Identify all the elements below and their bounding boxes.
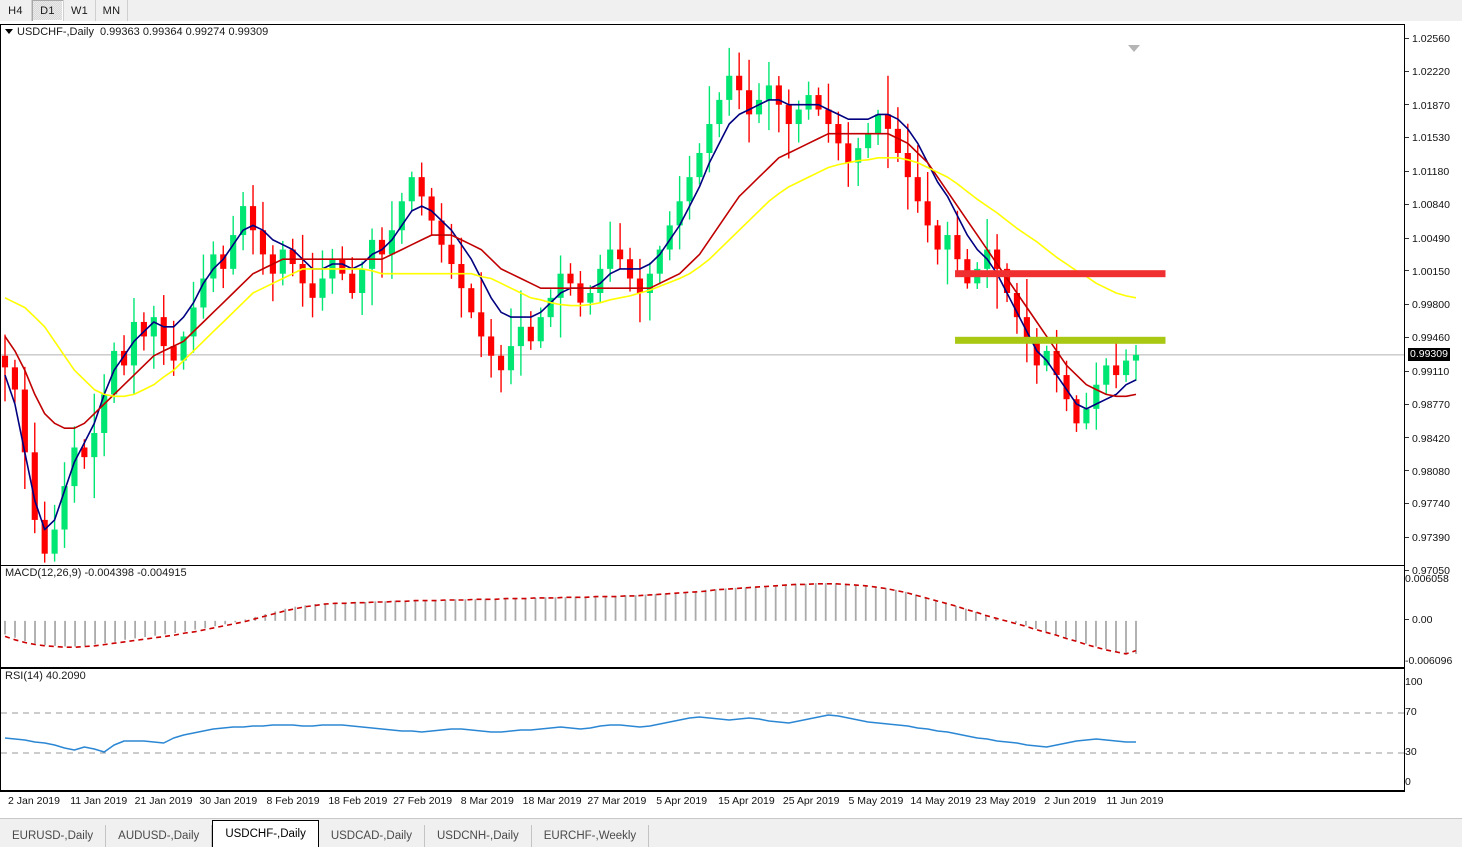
rsi-plot: [1, 712, 1404, 754]
price-tick: 0.99800: [1405, 300, 1450, 311]
price-tick: 1.00150: [1405, 265, 1450, 278]
rsi-tick: 70: [1405, 707, 1417, 718]
current-price-badge: 0.99309: [1408, 347, 1450, 361]
price-tick-label: 0.99110: [1412, 366, 1450, 379]
date-tick-label: 25 Apr 2019: [782, 795, 840, 807]
macd-tick-label: 0.00: [1412, 613, 1433, 626]
date-tick-label: 21 Jan 2019: [134, 795, 193, 807]
price-tick-label: 0.97740: [1412, 498, 1450, 511]
macd-tick: -0.006096: [1405, 656, 1452, 667]
price-tick: 0.99110: [1405, 367, 1449, 378]
toolbar-empty-area: [128, 0, 1462, 21]
price-tick-label: 1.01180: [1412, 166, 1450, 179]
date-tick-label: 18 Mar 2019: [522, 795, 582, 807]
chart-tab-eurusd[interactable]: EURUSD-,Daily: [0, 825, 107, 847]
rsi-panel[interactable]: RSI(14) 40.2090: [0, 668, 1405, 791]
date-tick-label: 8 Feb 2019: [266, 795, 320, 807]
collapse-caret-icon[interactable]: [5, 28, 13, 34]
price-tick-label: 0.98770: [1412, 398, 1450, 411]
chart-tab-audusd[interactable]: AUDUSD-,Daily: [106, 825, 213, 847]
chart-tab-usdchf[interactable]: USDCHF-,Daily: [212, 820, 319, 847]
price-tick-label: 0.97050: [1412, 565, 1450, 577]
macd-tick-label: -0.006096: [1405, 655, 1453, 667]
price-tick: 1.00840: [1405, 200, 1450, 211]
price-tick: 1.00490: [1405, 234, 1450, 245]
price-tick: 0.99460: [1405, 333, 1450, 344]
date-tick-label: 27 Mar 2019: [587, 795, 647, 807]
price-tick-label: 0.97390: [1412, 532, 1450, 545]
price-tick: 1.02560: [1405, 34, 1450, 45]
rsi-tick-label: 0: [1405, 776, 1411, 788]
rsi-tick: 100: [1405, 677, 1423, 688]
price-tick-label: 1.01870: [1412, 99, 1450, 112]
price-panel-header: USDCHF-,Daily 0.99363 0.99364 0.99274 0.9…: [5, 26, 268, 38]
price-tick: 0.98770: [1405, 400, 1450, 411]
timeframe-button-w1[interactable]: W1: [64, 0, 96, 21]
rsi-tick-label: 100: [1405, 676, 1423, 688]
timeframe-toolbar: H4 D1 W1 MN: [0, 0, 1462, 22]
date-tick-label: 8 Mar 2019: [460, 795, 514, 807]
price-axis[interactable]: 1.02560 1.02220 1.01870 1.01530 1.01180 1.008…: [1405, 24, 1462, 584]
date-tick-label: 27 Feb 2019: [393, 795, 453, 807]
price-tick-label: 0.98080: [1412, 465, 1450, 478]
symbol-label: USDCHF-,Daily: [17, 26, 94, 38]
date-tick-label: 14 May 2019: [910, 795, 972, 807]
price-tick-label: 0.99800: [1412, 299, 1450, 312]
ohlc-values: 0.99363 0.99364 0.99274 0.99309: [100, 26, 269, 38]
date-tick-label: 11 Jan 2019: [70, 795, 128, 807]
date-tick-label: 30 Jan 2019: [199, 795, 258, 807]
chart-tab-usdcnh[interactable]: USDCNH-,Daily: [425, 825, 532, 847]
rsi-tick: 0: [1405, 777, 1411, 788]
price-chart-panel[interactable]: USDCHF-,Daily 0.99363 0.99364 0.99274 0.9…: [0, 24, 1405, 584]
timeframe-button-h4[interactable]: H4: [0, 0, 32, 21]
price-tick-label: 0.99460: [1412, 332, 1450, 345]
chart-tab-usdcad[interactable]: USDCAD-,Daily: [319, 825, 425, 847]
price-tick-label: 1.00840: [1412, 199, 1450, 212]
price-tick-label: 1.00150: [1412, 265, 1450, 278]
rsi-tick-label: 30: [1405, 746, 1417, 758]
rsi-axis: 100 70 30 0: [1405, 668, 1462, 791]
price-tick: 1.01180: [1405, 167, 1449, 178]
chart-tab-eurchf[interactable]: EURCHF-,Weekly: [532, 825, 650, 847]
price-plot: [1, 47, 1404, 563]
macd-tick-label: 0.006058: [1405, 573, 1449, 585]
date-tick-label: 11 Jun 2019: [1106, 795, 1164, 807]
price-tick: 0.97390: [1405, 533, 1450, 544]
price-tick: 0.98420: [1405, 432, 1450, 445]
macd-label: MACD(12,26,9) -0.004398 -0.004915: [5, 567, 187, 579]
date-tick-label: 5 May 2019: [848, 795, 904, 807]
date-tick-label: 18 Feb 2019: [328, 795, 388, 807]
date-tick-label: 15 Apr 2019: [718, 795, 775, 807]
rsi-label: RSI(14) 40.2090: [5, 670, 86, 682]
price-tick-label: 1.02560: [1412, 33, 1450, 45]
price-tick: 0.97050: [1405, 566, 1450, 577]
date-tick-label: 23 May 2019: [975, 795, 1036, 807]
timeframe-button-mn[interactable]: MN: [96, 0, 128, 21]
price-tick-label: 1.00490: [1412, 232, 1450, 245]
rsi-tick: 30: [1405, 747, 1417, 758]
macd-plot: [4, 583, 1137, 655]
chart-area: USDCHF-,Daily 0.99363 0.99364 0.99274 0.9…: [0, 21, 1462, 818]
price-tick-label: 1.01530: [1412, 132, 1450, 145]
price-tick: 1.01870: [1405, 99, 1450, 112]
timeframe-button-d1[interactable]: D1: [32, 0, 64, 21]
price-tick: 0.98080: [1405, 465, 1450, 478]
macd-panel[interactable]: MACD(12,26,9) -0.004398 -0.004915: [0, 565, 1405, 668]
price-tick: 0.97740: [1405, 499, 1450, 510]
price-tick-label: 0.98420: [1412, 432, 1450, 445]
macd-axis: 0.006058 0.00 -0.006096: [1405, 565, 1462, 668]
date-axis[interactable]: 2 Jan 2019 11 Jan 2019 21 Jan 2019 30 Jan 2…: [0, 791, 1405, 814]
scroll-marker-icon: [1128, 45, 1140, 52]
price-tick: 1.02220: [1405, 67, 1450, 78]
price-tick-label: 1.02220: [1412, 65, 1450, 78]
rsi-tick-label: 70: [1405, 706, 1417, 718]
date-tick-label: 2 Jan 2019: [8, 795, 60, 807]
macd-tick: 0.006058: [1405, 574, 1449, 585]
price-tick: 1.01530: [1405, 133, 1450, 144]
chart-tab-strip: EURUSD-,Daily AUDUSD-,Daily USDCHF-,Daily U…: [0, 818, 1462, 847]
macd-tick: 0.00: [1405, 615, 1432, 626]
date-tick-label: 2 Jun 2019: [1044, 795, 1097, 807]
date-tick-label: 5 Apr 2019: [656, 795, 708, 807]
